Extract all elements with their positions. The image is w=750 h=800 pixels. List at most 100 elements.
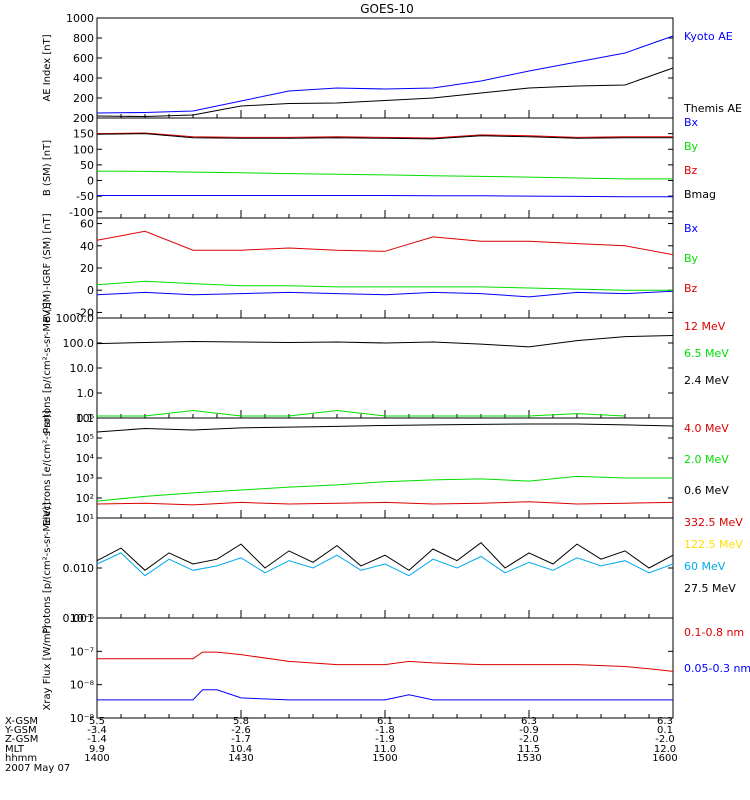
y-axis-label: B (SM) [nT] xyxy=(42,140,53,196)
legend-entry: 0.1-0.8 nm xyxy=(684,626,744,639)
y-tick-label: 1000.0 xyxy=(56,312,95,325)
footer-row-label: MLT xyxy=(5,744,25,755)
y-tick-label: 10³ xyxy=(76,472,94,485)
y-tick-label: 0 xyxy=(87,284,94,297)
y-tick-label: 10¹ xyxy=(76,512,94,525)
footer-value-y-gsm: -0.9 xyxy=(519,725,539,736)
panel-protons-high: 0.001 0.010 Protons [p/(cm²-s-sr-MeV)] 332.… xyxy=(42,502,743,634)
legend-entry: Bz xyxy=(684,164,698,177)
footer-value-y-gsm: -1.8 xyxy=(375,725,395,736)
y-tick-label: 150 xyxy=(73,128,94,141)
y-axis-label: Xray Flux [W/m²] xyxy=(42,625,53,710)
series-line-by xyxy=(96,170,673,180)
series-line-0-05-0-3-nm xyxy=(97,689,673,701)
footer-value-y-gsm: 0.1 xyxy=(657,725,673,736)
y-tick-label: 10⁻⁷ xyxy=(70,645,94,658)
footer-value-z-gsm: -2.0 xyxy=(655,734,675,745)
footer-value-y-gsm: -2.6 xyxy=(231,725,251,736)
series-line-bx xyxy=(96,290,674,298)
footer-row-label: hhmm xyxy=(5,753,37,764)
panel-frame xyxy=(96,217,674,319)
y-tick-label: 20 xyxy=(80,262,94,275)
panel-frame xyxy=(96,117,674,219)
y-tick-label: 0.1 xyxy=(77,412,95,425)
footer-value-z-gsm: -1.7 xyxy=(231,734,251,745)
panel-frame xyxy=(96,417,674,519)
panel-frame xyxy=(96,17,674,119)
y-tick-label: 10⁶ xyxy=(76,412,95,425)
series-line-2-4-mev xyxy=(96,335,674,348)
footer-value-z-gsm: -2.0 xyxy=(519,734,539,745)
series-line-bz xyxy=(96,230,674,256)
chart-title: GOES-10 xyxy=(360,2,414,16)
panel-electrons: 10¹ 10² 10³ 10⁴ 10⁵ 10⁶ Electrons [e/(cm²-s-sr… xyxy=(42,410,729,526)
y-tick-label: 0 xyxy=(87,175,94,188)
footer-value-x-gsm: 6.3 xyxy=(521,716,537,727)
footer-value-hhmm: 1430 xyxy=(228,753,253,764)
y-tick-label: 10⁴ xyxy=(76,452,95,465)
y-tick-label: 1000 xyxy=(66,12,94,25)
footer-value-hhmm: 1600 xyxy=(652,753,677,764)
legend-entry: 12 MeV xyxy=(684,320,726,333)
y-tick-label: 10⁻⁸ xyxy=(70,679,95,692)
y-tick-label: 0.001 xyxy=(63,612,95,625)
footer-value-hhmm: 1530 xyxy=(516,753,541,764)
footer-value-y-gsm: -3.4 xyxy=(87,725,107,736)
legend-entry: 2.0 MeV xyxy=(684,453,729,466)
footer-row-label: Z-GSM xyxy=(5,734,38,745)
y-axis-label: B (SM)-IGRF (SM) [nT] xyxy=(42,213,53,322)
legend-entry: Bx xyxy=(684,116,699,129)
legend-entry: 332.5 MeV xyxy=(684,516,743,529)
y-tick-label: 200 xyxy=(73,112,94,125)
legend-entry: 0.05-0.3 nm xyxy=(684,662,750,675)
y-tick-label: 10⁻⁹ xyxy=(70,712,94,725)
footer-value-mlt: 10.4 xyxy=(230,744,252,755)
series-line-bx xyxy=(97,195,673,198)
y-axis-label: Protons [p/(cm²-s-sr-MeV)] xyxy=(42,502,53,634)
series-line-kyoto-ae xyxy=(96,35,674,114)
legend-entry: 6.5 MeV xyxy=(684,347,729,360)
legend-entry: Bx xyxy=(684,222,699,235)
y-tick-label: 600 xyxy=(73,52,94,65)
series-line-2-0-mev xyxy=(96,475,673,502)
legend-entry: 27.5 MeV xyxy=(684,582,736,595)
legend-entry: 60 MeV xyxy=(684,560,726,573)
y-axis-label: Electrons [e/(cm²-s-sr)] xyxy=(42,410,53,526)
y-tick-label: 10⁻⁶ xyxy=(70,612,95,625)
y-tick-label: 60 xyxy=(80,218,94,231)
footer-value-x-gsm: 6.3 xyxy=(657,716,673,727)
footer-value-z-gsm: -1.4 xyxy=(87,734,107,745)
legend-entry: Bz xyxy=(684,282,698,295)
y-tick-label: 100 xyxy=(73,143,94,156)
footer-value-x-gsm: 5.5 xyxy=(89,716,105,727)
y-tick-label: 0 xyxy=(87,112,94,125)
series-line-4-0-mev xyxy=(96,501,674,506)
footer-row-label: 2007 May 07 xyxy=(5,763,70,774)
legend-entry: By xyxy=(684,140,699,153)
series-line-0-6-mev xyxy=(96,423,674,433)
series-line-27-5-mev xyxy=(96,542,674,571)
y-tick-label: -100 xyxy=(69,206,94,219)
y-tick-label: 800 xyxy=(73,32,94,45)
footer-row-label: Y-GSM xyxy=(4,725,37,736)
panel-frame xyxy=(96,517,674,619)
legend-entry: 0.6 MeV xyxy=(684,484,729,497)
legend-entry: 4.0 MeV xyxy=(684,422,729,435)
y-axis-label: AE Index [nT] xyxy=(42,34,53,101)
footer-row-label: X-GSM xyxy=(5,716,38,727)
y-axis-label: Protons [p/(cm²-s-sr-MeV)] xyxy=(42,302,53,434)
panel-b-sm: -100 -50 0 50 100 150 200 B (SM) [nT] Bx By Bz Bmag xyxy=(42,112,716,219)
legend-entry: 122.5 MeV xyxy=(684,538,743,551)
y-tick-label: 10.0 xyxy=(70,362,95,375)
y-tick-label: 50 xyxy=(80,159,94,172)
footer-value-x-gsm: 5.8 xyxy=(233,716,249,727)
y-tick-label: 10⁵ xyxy=(76,432,94,445)
legend-entry: Kyoto AE xyxy=(684,30,733,43)
series-line-0-1-0-8-nm xyxy=(97,651,674,672)
footer-value-mlt: 11.0 xyxy=(374,744,396,755)
footer-value-mlt: 11.5 xyxy=(518,744,540,755)
panel-xray: 10⁻⁹ 10⁻⁸ 10⁻⁷ 10⁻⁶ Xray Flux [W/m²] 0.1-0.8 … xyxy=(42,612,750,725)
y-tick-label: 10² xyxy=(76,492,94,505)
